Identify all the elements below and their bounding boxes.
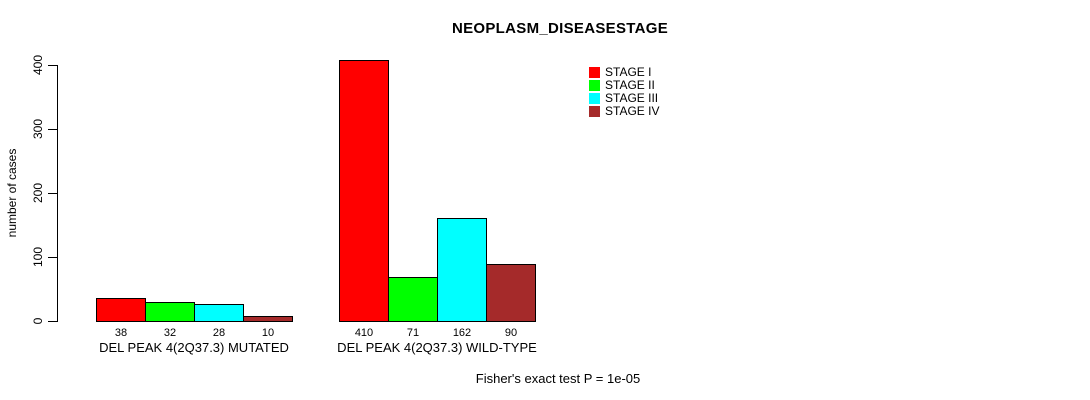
bar [96,298,146,322]
y-tick-label: 0 [31,317,45,325]
y-tick [48,65,57,66]
group-label-wildtype: DEL PEAK 4(2Q37.3) WILD-TYPE [337,340,537,355]
legend-label: STAGE II [605,78,655,92]
legend-label: STAGE III [605,91,659,105]
bar-value-label: 28 [212,327,226,339]
y-axis-label: number of cases [5,148,19,238]
legend-swatch-icon [589,80,600,91]
bar [194,304,244,322]
bar-value-label: 410 [354,327,374,339]
legend-swatch-icon [589,106,600,117]
y-tick-label: 400 [31,54,45,76]
y-tick-label: 100 [31,246,45,268]
chart-title: NEOPLASM_DISEASESTAGE [451,20,669,37]
bar [437,218,487,322]
legend-label: STAGE IV [605,104,660,118]
bar-value-label: 32 [163,327,177,339]
legend-item: STAGE II [589,79,659,92]
bar [486,264,536,322]
y-tick [48,193,57,194]
y-tick [48,257,57,258]
annotation-fisher-test: Fisher's exact test P = 1e-05 [475,371,641,386]
y-tick-label: 200 [31,182,45,204]
bar-value-label: 38 [114,327,128,339]
bar-value-label: 71 [406,327,420,339]
y-tick [48,129,57,130]
legend-label: STAGE I [605,65,652,79]
y-tick [48,321,57,322]
legend-item: STAGE I [589,66,659,79]
bar [339,60,389,322]
legend: STAGE I STAGE II STAGE III STAGE IV [589,66,659,118]
legend-item: STAGE IV [589,105,659,118]
group-label-mutated: DEL PEAK 4(2Q37.3) MUTATED [99,340,289,355]
bar-value-label: 10 [261,327,275,339]
bar [388,277,438,322]
legend-item: STAGE III [589,92,659,105]
legend-swatch-icon [589,67,600,78]
y-tick-label: 300 [31,118,45,140]
bar-value-label: 90 [504,327,518,339]
y-axis-line [57,65,58,322]
bar [243,316,293,322]
bar [145,302,195,322]
bar-value-label: 162 [452,327,472,339]
legend-swatch-icon [589,93,600,104]
